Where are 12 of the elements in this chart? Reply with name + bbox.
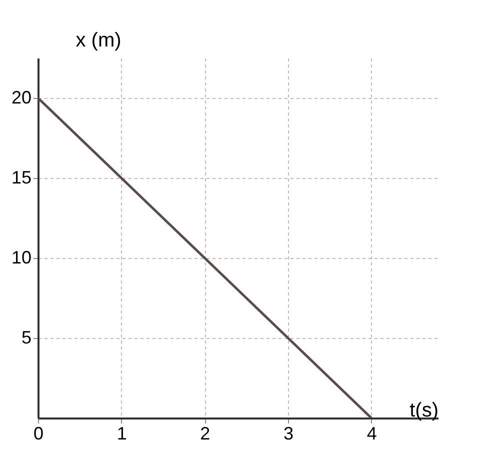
x-tick-label: 2 [200,424,210,444]
x-tick-label: 1 [116,424,127,444]
y-tick-label: 20 [11,88,32,108]
y-axis-title: x (m) [76,30,122,52]
y-tick-label: 15 [11,168,32,188]
y-tick-label: 5 [21,328,32,348]
y-tick-label: 10 [11,248,32,268]
x-tick-label: 4 [366,424,377,444]
x-axis-title: t(s) [410,400,438,422]
x-tick-label: 0 [33,424,44,444]
line-series [36,96,373,420]
x-tick-label: 3 [283,424,294,444]
